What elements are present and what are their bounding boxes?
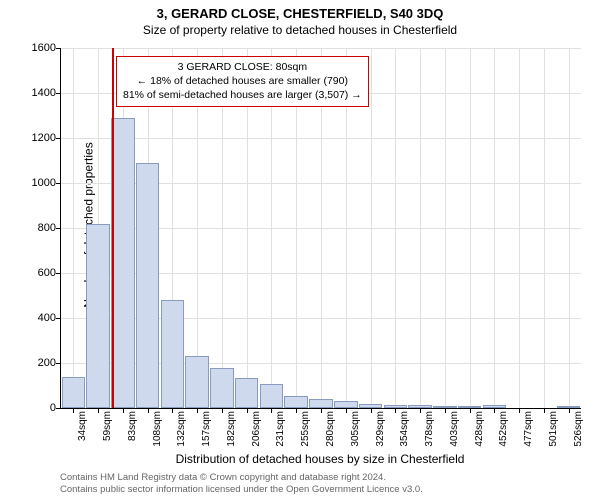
y-tick-label: 1600 [16,42,56,54]
histogram-bar [557,406,581,408]
histogram-bar [161,300,185,408]
x-tick-label: 526sqm [573,411,584,447]
y-tick-label: 1400 [16,87,56,99]
x-tick-label: 182sqm [226,411,237,447]
chart-subtitle: Size of property relative to detached ho… [0,21,600,37]
histogram-bar [359,404,383,409]
histogram-bar [185,356,209,408]
histogram-bar [136,163,160,408]
x-axis-label: Distribution of detached houses by size … [60,452,580,466]
x-tick-label: 329sqm [375,411,386,447]
histogram-bar [210,368,234,409]
footer-line-1: Contains HM Land Registry data © Crown c… [60,472,423,484]
x-tick-label: 403sqm [449,411,460,447]
x-tick-label: 157sqm [201,411,212,447]
x-tick-label: 231sqm [275,411,286,447]
y-tick-label: 0 [16,402,56,414]
x-tick-label: 452sqm [498,411,509,447]
histogram-bar [111,118,135,408]
page-title: 3, GERARD CLOSE, CHESTERFIELD, S40 3DQ [0,0,600,21]
x-tick-label: 59sqm [102,411,113,441]
x-tick-label: 305sqm [350,411,361,447]
x-tick-label: 477sqm [523,411,534,447]
chart-area: 0200400600800100012001400160034sqm59sqm8… [60,48,580,408]
x-tick-label: 428sqm [474,411,485,447]
info-line: 3 GERARD CLOSE: 80sqm [123,60,362,74]
histogram-bar [86,224,110,409]
y-tick-label: 800 [16,222,56,234]
y-tick-label: 600 [16,267,56,279]
histogram-bar [483,405,507,408]
y-tick-label: 400 [16,312,56,324]
histogram-bar [284,396,308,408]
info-line: ← 18% of detached houses are smaller (79… [123,74,362,88]
histogram-bar [235,378,259,408]
x-tick-label: 280sqm [325,411,336,447]
histogram-bar [62,377,86,409]
x-tick-label: 132sqm [176,411,187,447]
histogram-bar [458,406,482,408]
footer-line-2: Contains public sector information licen… [60,484,423,496]
histogram-bar [433,406,457,408]
x-tick-label: 378sqm [424,411,435,447]
histogram-bar [260,384,284,408]
property-info-box: 3 GERARD CLOSE: 80sqm← 18% of detached h… [116,56,369,107]
chart-container: 3, GERARD CLOSE, CHESTERFIELD, S40 3DQ S… [0,0,600,500]
property-marker-line [112,48,114,408]
histogram-bar [384,405,408,408]
x-tick-label: 108sqm [152,411,163,447]
x-tick-label: 501sqm [548,411,559,447]
footer-attribution: Contains HM Land Registry data © Crown c… [60,472,423,496]
x-tick-label: 34sqm [77,411,88,441]
histogram-bar [334,401,358,408]
y-tick-label: 200 [16,357,56,369]
histogram-bar [408,405,432,408]
x-tick-label: 206sqm [251,411,262,447]
histogram-bar [309,399,333,408]
plot-region: 0200400600800100012001400160034sqm59sqm8… [60,48,581,409]
y-tick-label: 1200 [16,132,56,144]
x-tick-label: 255sqm [300,411,311,447]
x-tick-label: 354sqm [399,411,410,447]
y-tick-label: 1000 [16,177,56,189]
info-line: 81% of semi-detached houses are larger (… [123,88,362,102]
x-tick-label: 83sqm [127,411,138,441]
